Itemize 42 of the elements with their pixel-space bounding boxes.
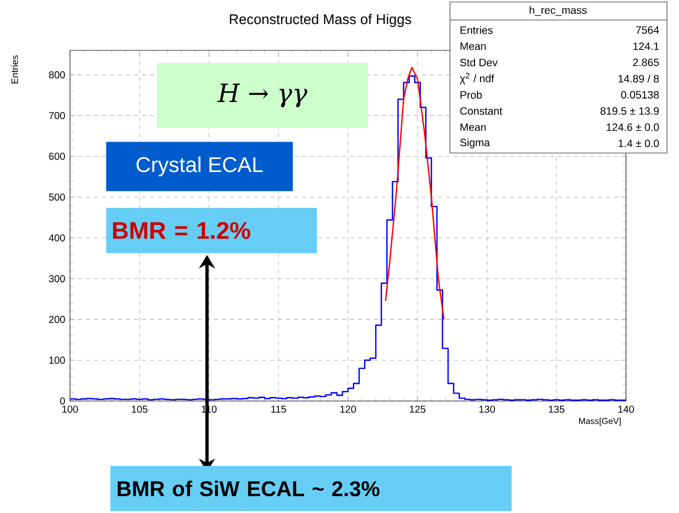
annotation: Crystal ECAL: [136, 156, 263, 176]
text: Entries: [460, 26, 493, 34]
annotation: H → γγ: [217, 84, 308, 108]
annotation: 1.4 ± 0.0: [618, 140, 659, 148]
x-tick-label: 120: [340, 406, 356, 413]
y-tick-label: 300: [48, 275, 65, 282]
x-tick-label: 140: [618, 406, 634, 413]
y-tick-label: 100: [49, 356, 65, 364]
text: BMR of SiW ECAL ~ 2.3%: [118, 480, 380, 496]
annotation: Std Dev: [460, 58, 498, 66]
text: Mean: [460, 42, 486, 50]
x-axis-title: Mass[GeV]: [579, 418, 621, 426]
annotation: χ$^{2}$ / ndf: [460, 72, 494, 84]
annotation: 819.5 ± 13.9: [600, 107, 659, 115]
annotation: 14.89 / 8: [618, 74, 659, 83]
text: 124.1: [633, 42, 659, 50]
annotation: Sigma: [460, 138, 490, 148]
x-tick-label: 135: [548, 406, 564, 413]
annotation: Prob: [460, 90, 482, 99]
annotation: Constant: [460, 107, 502, 115]
y-tick-label: 200: [49, 316, 65, 323]
y-tick-label: 500: [49, 194, 65, 201]
y-tick-label: 800: [49, 71, 65, 78]
y-tick-label: 0: [60, 397, 65, 405]
x-tick-label: 125: [410, 406, 426, 413]
x-tick-label: 130: [479, 406, 495, 413]
annotation: 0.05138: [621, 91, 659, 99]
y-axis-title: Entries: [11, 55, 18, 84]
annotation: 124.6 ± 0.0: [606, 123, 659, 131]
y-tick-label: 600: [49, 152, 65, 160]
x-tick-label: 105: [132, 406, 148, 413]
x-tick-label: 100: [62, 406, 78, 413]
chart-title: Reconstructed Mass of Higgs: [230, 14, 412, 27]
text: 7564: [636, 26, 659, 34]
annotation: BMR = 1.2%: [113, 222, 250, 239]
text: 2.865: [633, 58, 659, 66]
line-series: [384, 66, 445, 320]
text: h_rec_mass: [530, 6, 587, 16]
y-tick-label: 700: [49, 112, 65, 120]
y-tick-label: 400: [48, 234, 65, 242]
annotation: Mean: [460, 123, 486, 131]
x-tick-label: 115: [271, 406, 286, 413]
